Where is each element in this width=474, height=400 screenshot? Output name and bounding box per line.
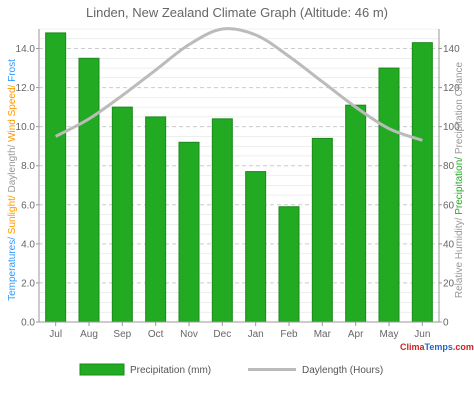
y-right-tick: 140 bbox=[443, 44, 460, 55]
brand-part-temps: Temps bbox=[425, 342, 453, 352]
brand-logo: ClimaTemps.com bbox=[400, 342, 474, 352]
y-right-label-part: Relative Humidity/ bbox=[454, 217, 465, 298]
bar-oct bbox=[145, 116, 167, 323]
y-right-tick: 120 bbox=[443, 83, 460, 94]
x-tick-aug: Aug bbox=[80, 329, 98, 340]
bar-mar bbox=[311, 137, 333, 323]
x-tick-mar: Mar bbox=[314, 329, 332, 340]
y-left-label-part: Sunlight/ bbox=[7, 195, 18, 237]
y-left-tick: 4.0 bbox=[21, 239, 35, 250]
y-left-tick: 12.0 bbox=[16, 83, 36, 94]
x-tick-jan: Jan bbox=[248, 329, 264, 340]
legend: Precipitation (mm) Daylength (Hours) bbox=[79, 363, 383, 376]
y-left-tick-labels: 0.0 2.0 4.0 6.0 8.0 10.0 12.0 14.0 bbox=[16, 44, 39, 329]
y-right-tick: 80 bbox=[443, 161, 455, 172]
y-right-label-part: Precipitation Chance bbox=[454, 61, 465, 156]
x-tick-jun: Jun bbox=[414, 329, 430, 340]
legend-label-daylength: Daylength (Hours) bbox=[302, 365, 383, 376]
y-left-label-part: Daylength/ bbox=[7, 144, 18, 195]
grid-lines bbox=[39, 28, 439, 323]
y-left-tick: 8.0 bbox=[21, 161, 35, 172]
y-right-tick: 40 bbox=[443, 239, 455, 250]
y-left-label-part: Frost bbox=[7, 59, 18, 85]
y-left-axis-label: Temperatures/ Sunlight/ Daylength/ Wind … bbox=[7, 59, 18, 301]
y-right-label-part: Precipitation/ bbox=[454, 157, 465, 218]
y-left-label-part: Wind Speed/ bbox=[7, 84, 18, 144]
y-left-tick: 10.0 bbox=[16, 122, 36, 133]
x-tick-may: May bbox=[380, 329, 399, 340]
y-right-tick-labels: 0 20 40 60 80 100 120 140 bbox=[439, 44, 460, 329]
plot-frame bbox=[38, 29, 440, 323]
x-tick-jul: Jul bbox=[49, 329, 62, 340]
y-right-tick: 100 bbox=[443, 122, 460, 133]
bar-jul bbox=[45, 32, 67, 323]
x-tick-sep: Sep bbox=[113, 329, 131, 340]
bar-sep bbox=[111, 106, 133, 323]
legend-label-precipitation: Precipitation (mm) bbox=[130, 365, 211, 376]
bar-apr bbox=[345, 104, 367, 323]
daylength-line bbox=[54, 27, 423, 142]
x-tick-feb: Feb bbox=[280, 329, 298, 340]
legend-bar-swatch bbox=[79, 363, 125, 376]
precipitation-bars bbox=[45, 32, 433, 323]
brand-part-com: .com bbox=[453, 342, 474, 352]
y-left-tick: 6.0 bbox=[21, 200, 35, 211]
y-left-tick: 0.0 bbox=[21, 318, 35, 329]
y-left-tick: 2.0 bbox=[21, 278, 35, 289]
bar-jun bbox=[411, 42, 433, 323]
chart-title: Linden, New Zealand Climate Graph (Altit… bbox=[86, 5, 388, 20]
x-tick-oct: Oct bbox=[148, 329, 164, 340]
bar-dec bbox=[211, 118, 233, 323]
x-tick-nov: Nov bbox=[180, 329, 198, 340]
bar-nov bbox=[178, 141, 200, 323]
x-tick-labels: Jul Aug Sep Oct Nov Dec Jan Feb Mar Apr May Jun bbox=[49, 322, 430, 340]
bar-jan bbox=[245, 171, 267, 323]
x-tick-apr: Apr bbox=[348, 329, 364, 340]
y-left-tick: 14.0 bbox=[16, 44, 36, 55]
bar-may bbox=[378, 67, 400, 323]
y-left-label-part: Temperatures/ bbox=[7, 237, 18, 301]
x-tick-dec: Dec bbox=[213, 329, 231, 340]
y-right-axis-label: Relative Humidity/ Precipitation/ Precip… bbox=[454, 61, 465, 298]
brand-part-clima: Clima bbox=[400, 342, 426, 352]
bar-aug bbox=[78, 57, 100, 323]
bar-feb bbox=[278, 206, 300, 323]
y-right-tick: 20 bbox=[443, 278, 455, 289]
y-right-tick: 60 bbox=[443, 200, 455, 211]
y-right-tick: 0 bbox=[443, 318, 449, 329]
